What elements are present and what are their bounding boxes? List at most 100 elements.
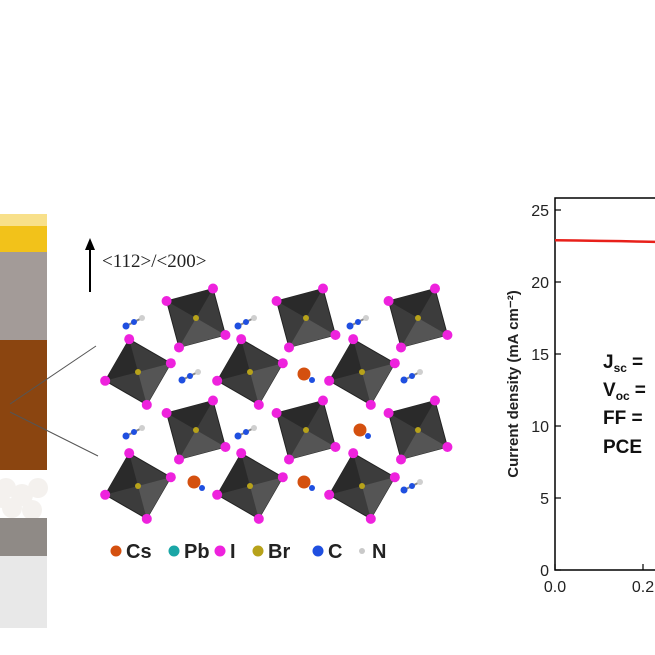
organic-cation [234, 425, 257, 440]
crystal-structure [100, 283, 453, 524]
iodine-atom [348, 334, 359, 345]
iodine-atom [220, 330, 231, 340]
bromine-atom [415, 427, 421, 433]
bromine-atom [247, 483, 253, 489]
legend-swatch [168, 545, 180, 557]
organic-cation [122, 425, 145, 440]
iodine-atom [277, 472, 288, 483]
iodine-atom [236, 448, 247, 459]
y-tick-label: 20 [531, 275, 549, 292]
legend-label: Pb [184, 541, 210, 563]
legend-swatch [110, 545, 122, 557]
legend-swatch [312, 545, 324, 557]
iodine-atom [430, 395, 440, 406]
perovskite-layer [0, 340, 47, 470]
iodine-atom [330, 442, 341, 452]
iodine-atom [271, 296, 282, 306]
annotation-ff: FF = [603, 408, 643, 429]
iodine-atom [365, 513, 376, 524]
iodine-atom [277, 358, 288, 369]
iodine-atom [318, 283, 328, 294]
iodine-atom [253, 399, 264, 410]
organic-cation [400, 369, 423, 384]
organic-cation [178, 369, 201, 384]
pbi6-octahedron [212, 448, 288, 524]
top-electrode-layer-gold [0, 226, 47, 252]
pbi6-octahedron [100, 334, 176, 410]
pbi6-octahedron [161, 395, 231, 465]
iodine-atom [212, 489, 223, 500]
zoom-line-top [9, 345, 97, 405]
x-tick-label: 0.2 [632, 579, 654, 596]
bromine-atom [193, 427, 199, 433]
iodine-atom [442, 330, 453, 340]
iodine-atom [220, 442, 231, 452]
legend-item-c: C [312, 541, 342, 563]
y-axis-ticks: 0 5 10 15 20 25 [531, 203, 561, 580]
bottom-gray-layer [0, 518, 47, 556]
legend-item-br: Br [252, 541, 290, 563]
iodine-atom [161, 408, 172, 418]
substrate-layer [0, 556, 47, 628]
jv-curve [554, 238, 655, 244]
bromine-atom [415, 315, 421, 321]
pbi6-octahedron [271, 283, 341, 353]
organic-cation [122, 315, 145, 330]
jv-chart: Current density (mA cm⁻²) 0 5 10 15 20 25 0.0… [505, 197, 655, 596]
legend-item-n: N [359, 541, 386, 563]
pbi6-octahedron [383, 283, 453, 353]
legend-label: C [328, 541, 342, 563]
iodine-atom [365, 399, 376, 410]
element-legend: Cs Pb I Br C N [110, 541, 386, 563]
iodine-atom [324, 489, 335, 500]
iodine-atom [141, 513, 152, 524]
pbi6-octahedron [324, 448, 400, 524]
pbi6-octahedron [100, 448, 176, 524]
legend-label: I [230, 541, 236, 563]
iodine-atom [174, 454, 184, 465]
annotation-voc: Voc = [603, 380, 646, 403]
gray-layer [0, 252, 47, 340]
legend-swatch [359, 548, 365, 554]
x-tick-label: 0.0 [544, 579, 566, 596]
legend-item-i: I [214, 541, 236, 563]
direction-indicator: <112>/<200> [85, 238, 206, 292]
bromine-atom [359, 483, 365, 489]
bromine-atom [247, 369, 253, 375]
iodine-atom [212, 375, 223, 386]
pbi6-octahedron [271, 395, 341, 465]
bromine-atom [135, 483, 141, 489]
iodine-atom [141, 399, 152, 410]
iodine-atom [430, 283, 440, 294]
pbi6-octahedron [324, 334, 400, 410]
plot-frame [554, 197, 655, 571]
iodine-atom [165, 358, 176, 369]
cesium-atom [297, 367, 311, 381]
y-tick-label: 15 [531, 347, 549, 364]
bromine-atom [303, 427, 309, 433]
iodine-atom [271, 408, 282, 418]
y-tick-label: 0 [540, 563, 549, 580]
iodine-atom [389, 358, 400, 369]
bromine-atom [359, 369, 365, 375]
iodine-atom [124, 334, 135, 345]
legend-label: Cs [126, 541, 152, 563]
device-stack [0, 214, 99, 628]
y-tick-label: 5 [540, 491, 549, 508]
iodine-atom [284, 454, 294, 465]
iodine-atom [383, 408, 394, 418]
y-axis-label: Current density (mA cm⁻²) [505, 290, 522, 477]
organic-cation [346, 315, 369, 330]
legend-swatch [214, 545, 226, 557]
legend-item-pb: Pb [168, 541, 210, 563]
bromine-atom [303, 315, 309, 321]
iodine-atom [348, 448, 359, 459]
zoom-line-bottom [9, 411, 99, 457]
pbi6-octahedron [212, 334, 288, 410]
y-tick-label: 25 [531, 203, 549, 220]
iodine-atom [383, 296, 394, 306]
organic-cation [400, 479, 423, 494]
bromine-atom [135, 369, 141, 375]
legend-label: N [372, 541, 386, 563]
